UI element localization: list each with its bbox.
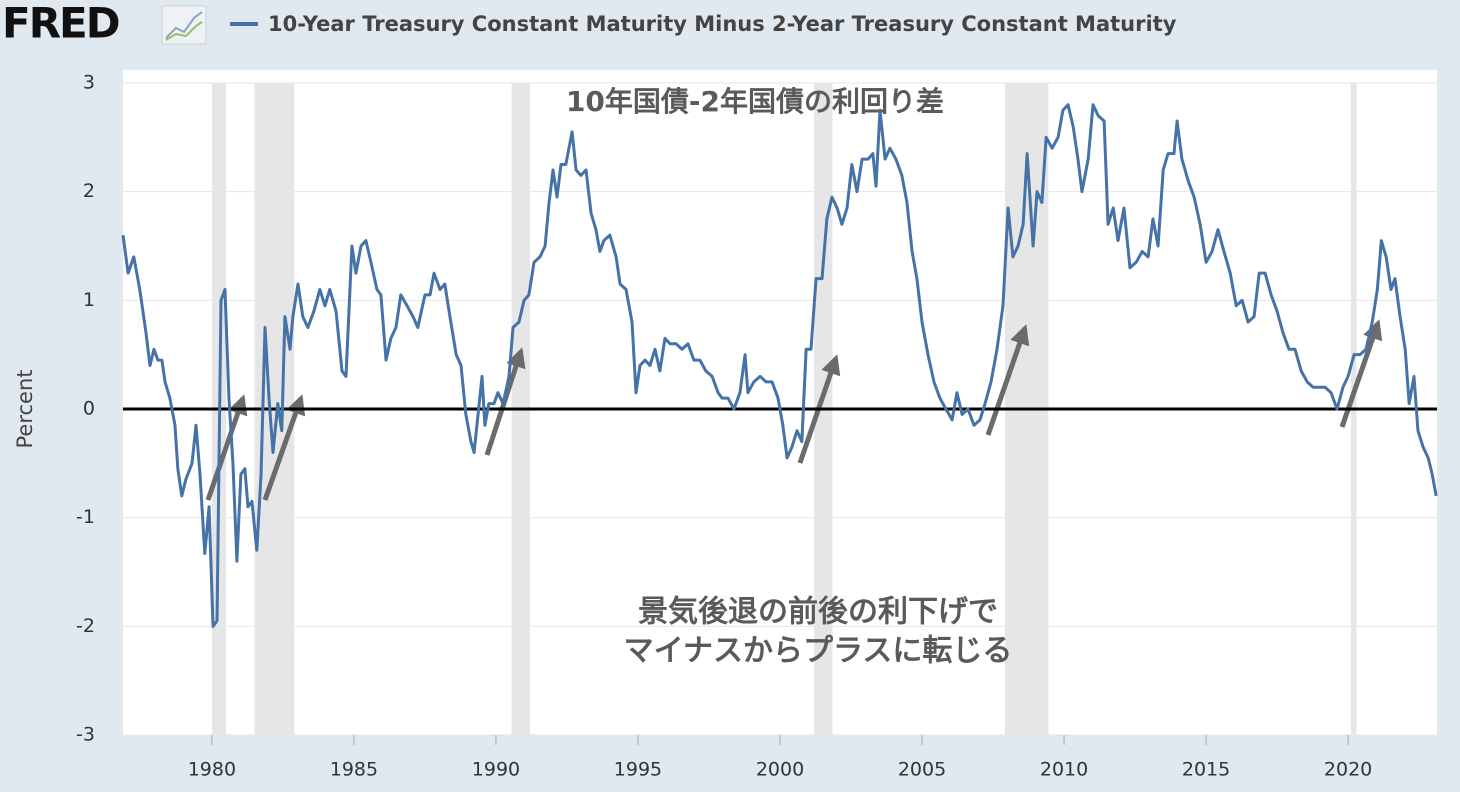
legend-label: 10-Year Treasury Constant Maturity Minus…: [268, 12, 1177, 36]
arrows: [205, 319, 1383, 501]
annotation: 景気後退の前後の利下げで: [638, 595, 998, 630]
logo-icon: [161, 5, 207, 45]
y-tick-label: 2: [83, 180, 95, 202]
x-tick-label: 1985: [330, 759, 378, 781]
y-tick-label: 1: [83, 289, 95, 311]
x-tick-label: 1990: [472, 759, 520, 781]
y-axis-label: Percent: [13, 369, 37, 448]
logo: FRED: [2, 0, 119, 48]
x-tick-label: 2020: [1324, 759, 1372, 781]
y-tick-label: 3: [83, 72, 95, 94]
y-tick-label: -1: [76, 506, 95, 528]
x-tick-label: 2010: [1040, 759, 1088, 781]
y-tick-label: -3: [76, 724, 95, 746]
annotation: マイナスからプラスに転じる: [624, 634, 1013, 669]
x-tick-label: 2000: [756, 759, 804, 781]
y-tick-label: -2: [76, 615, 95, 637]
x-tick-label: 2005: [898, 759, 946, 781]
x-tick-label: 1995: [614, 759, 662, 781]
x-tick-label: 1980: [188, 759, 236, 781]
series-line: [121, 103, 1438, 628]
x-tick-label: 2015: [1182, 759, 1230, 781]
y-tick-label: 0: [83, 398, 95, 420]
annotation: 10年国債-2年国債の利回り差: [566, 85, 944, 118]
